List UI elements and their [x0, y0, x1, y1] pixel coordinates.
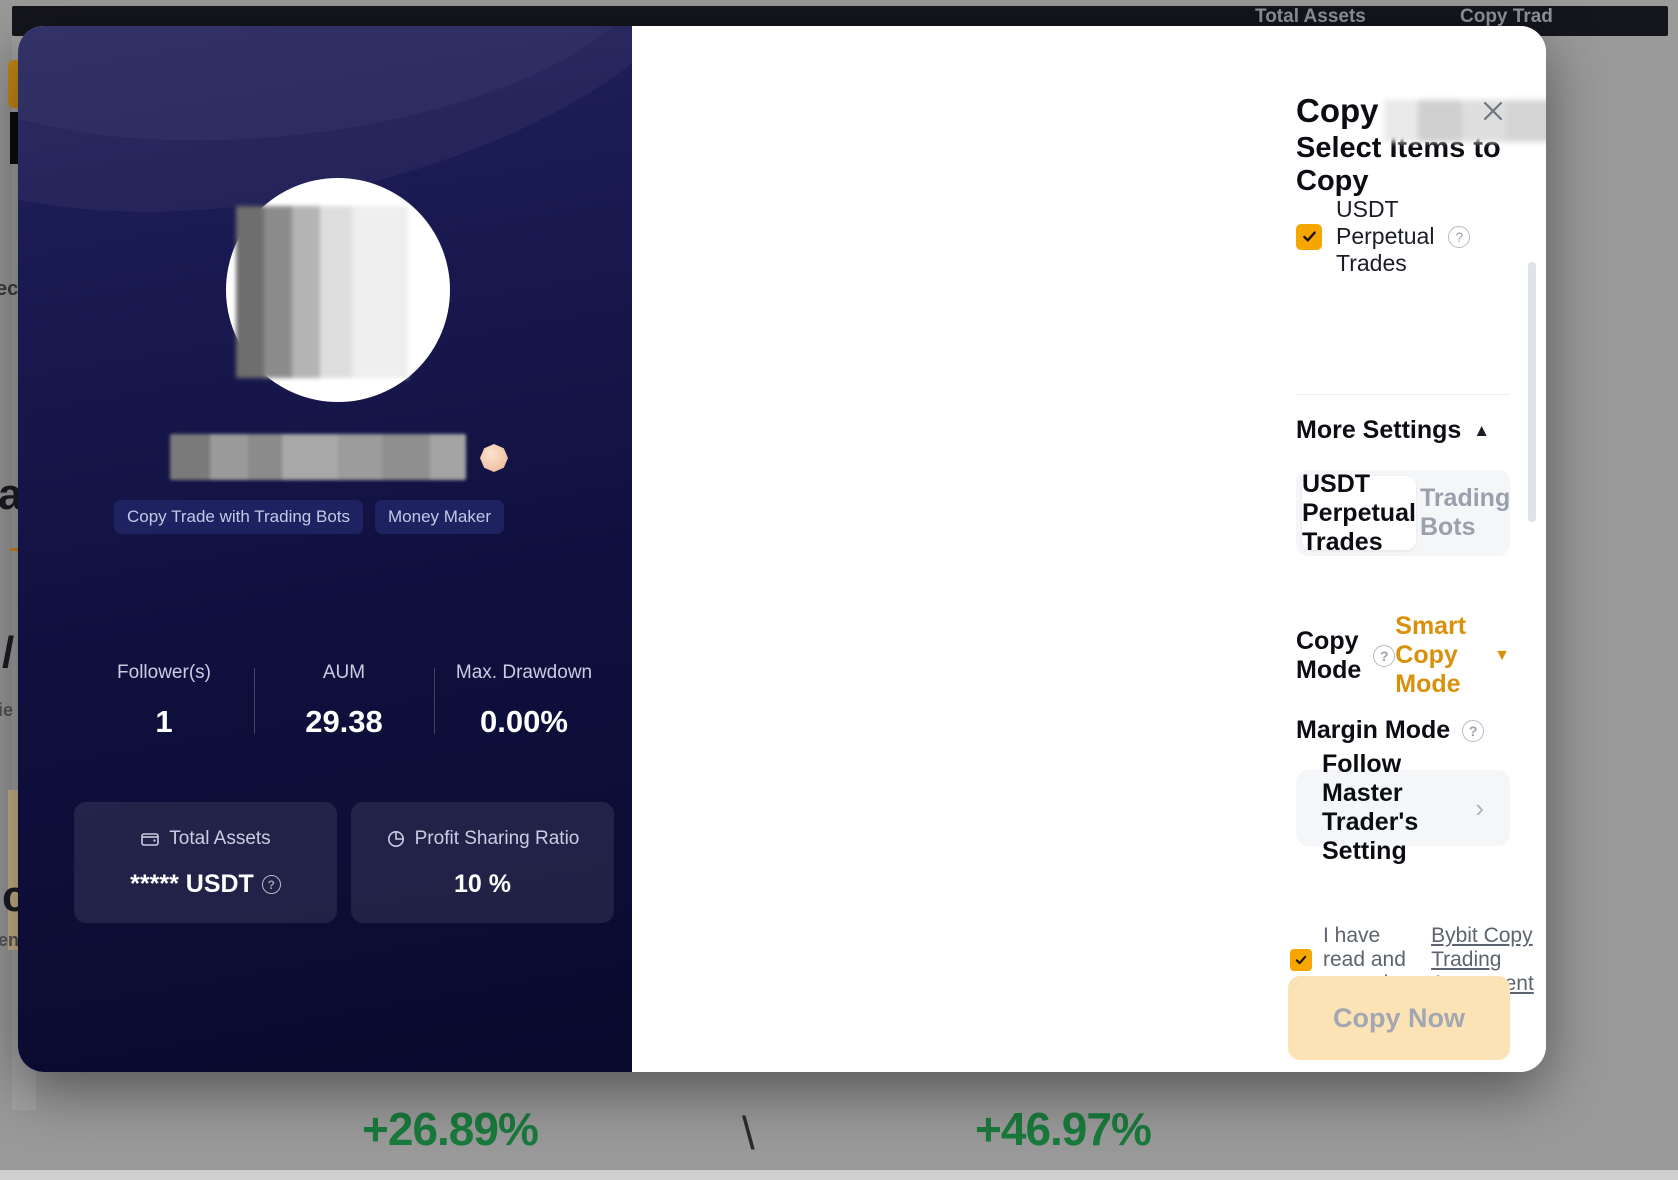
- modal-scrollbar[interactable]: [1528, 262, 1536, 522]
- copy-now-button[interactable]: Copy Now: [1288, 976, 1510, 1060]
- checkbox-checked-icon[interactable]: [1296, 223, 1322, 250]
- card-value: ***** USDT: [130, 870, 254, 898]
- background-separator: \: [742, 1107, 755, 1159]
- card-total-assets: Total Assets ***** USDT ?: [74, 802, 337, 923]
- more-settings-toggle[interactable]: More Settings ▲: [1296, 416, 1490, 445]
- background-text-fragment: /: [2, 628, 15, 677]
- stat-max-drawdown: Max. Drawdown 0.00%: [434, 662, 614, 740]
- more-settings-label: More Settings: [1296, 416, 1462, 444]
- background-text-fragment: en: [0, 930, 20, 950]
- margin-mode-label: Margin Mode: [1296, 716, 1451, 744]
- background-copy-trade-label: Copy Trad: [1460, 6, 1553, 27]
- caret-down-icon[interactable]: ▼: [1494, 646, 1510, 664]
- help-icon[interactable]: ?: [1462, 719, 1485, 742]
- background-bottom-row: +26.89% \ +46.97%: [0, 1102, 1678, 1174]
- copy-settings-panel: Select Items to Copy USDT Perpetual Trad…: [632, 26, 1546, 1072]
- checkbox-checked-icon[interactable]: [1290, 949, 1312, 971]
- card-value: 10 %: [454, 870, 511, 898]
- section-divider: [1296, 394, 1510, 395]
- card-label: Total Assets: [169, 828, 271, 849]
- copy-mode-selector[interactable]: Smart Copy Mode ▼: [1395, 612, 1510, 699]
- pie-chart-icon: [386, 829, 406, 849]
- background-total-assets-label: Total Assets: [1255, 6, 1366, 27]
- card-value-row: 10 %: [361, 870, 604, 899]
- margin-mode-label-group: Margin Mode ?: [1296, 716, 1485, 745]
- copy-trade-modal: Copy Trade with Trading Bots Money Maker…: [18, 26, 1546, 1072]
- avatar-redacted-overlay: [236, 206, 408, 378]
- trader-cards: Total Assets ***** USDT ? Profit Sharing…: [74, 802, 614, 923]
- page-title: Copy: [1296, 92, 1379, 129]
- copy-mode-selected-value: Smart Copy Mode: [1395, 612, 1467, 698]
- trader-tags: Copy Trade with Trading Bots Money Maker: [114, 500, 504, 534]
- stat-followers: Follower(s) 1: [74, 662, 254, 740]
- page-title-redacted: [1384, 100, 1546, 142]
- select-items-list: USDT Perpetual Trades ? Trading Bots New…: [1296, 196, 1546, 277]
- verified-badge-icon: [480, 444, 508, 472]
- stat-label: AUM: [322, 662, 366, 683]
- background-text-fragment: ec: [0, 278, 19, 300]
- checkbox-usdt-perpetual-trades[interactable]: USDT Perpetual Trades ?: [1296, 196, 1471, 277]
- copy-mode-label: Copy Mode: [1296, 626, 1362, 684]
- trader-stats: Follower(s) 1 AUM 29.38 Max. Drawdown 0.…: [74, 662, 614, 740]
- username-redacted: [170, 434, 466, 480]
- background-bottom-bar: [0, 1170, 1678, 1180]
- chevron-right-icon[interactable]: ›: [1475, 792, 1484, 823]
- card-value-row: ***** USDT ?: [84, 870, 327, 899]
- stat-value: 1: [155, 704, 173, 739]
- card-header: Total Assets: [84, 828, 327, 850]
- checkbox-label: USDT Perpetual Trades: [1336, 196, 1435, 276]
- background-percentage-left: +26.89%: [362, 1103, 539, 1155]
- help-icon[interactable]: ?: [1373, 644, 1396, 667]
- close-icon[interactable]: [1476, 94, 1510, 128]
- chevron-up-icon[interactable]: ▲: [1473, 421, 1491, 440]
- trader-profile-panel: Copy Trade with Trading Bots Money Maker…: [18, 26, 632, 1072]
- settings-tab-group: USDT Perpetual Trades Trading Bots: [1296, 470, 1510, 556]
- modal-scroll-body: Select Items to Copy USDT Perpetual Trad…: [632, 26, 1546, 1072]
- card-profit-sharing-ratio: Profit Sharing Ratio 10 %: [351, 802, 614, 923]
- stat-label: Max. Drawdown: [455, 662, 593, 683]
- trader-tag: Copy Trade with Trading Bots: [114, 500, 364, 534]
- margin-mode-value: Follow Master Trader's Setting: [1322, 750, 1419, 865]
- card-header: Profit Sharing Ratio: [361, 828, 604, 850]
- copy-mode-row: Copy Mode ? Smart Copy Mode ▼: [1296, 612, 1510, 699]
- avatar: [226, 178, 450, 402]
- help-icon[interactable]: ?: [1448, 225, 1471, 248]
- margin-mode-selector[interactable]: Follow Master Trader's Setting ›: [1296, 750, 1510, 865]
- background-percentage-right: +46.97%: [975, 1103, 1152, 1155]
- wallet-icon: [140, 829, 160, 849]
- help-icon[interactable]: ?: [261, 875, 281, 894]
- background-text-fragment: a: [0, 470, 23, 519]
- trader-tag: Money Maker: [375, 500, 504, 534]
- stat-value: 29.38: [305, 704, 383, 739]
- background-text-fragment: ie: [0, 700, 14, 720]
- tab-usdt-perpetual-trades[interactable]: USDT Perpetual Trades: [1302, 469, 1416, 556]
- stat-value: 0.00%: [480, 704, 568, 739]
- stat-label: Follower(s): [117, 662, 211, 683]
- tab-trading-bots[interactable]: Trading Bots: [1419, 484, 1511, 541]
- card-label: Profit Sharing Ratio: [414, 828, 580, 849]
- copy-mode-label-group: Copy Mode ?: [1296, 626, 1396, 685]
- stat-aum: AUM 29.38: [254, 662, 434, 740]
